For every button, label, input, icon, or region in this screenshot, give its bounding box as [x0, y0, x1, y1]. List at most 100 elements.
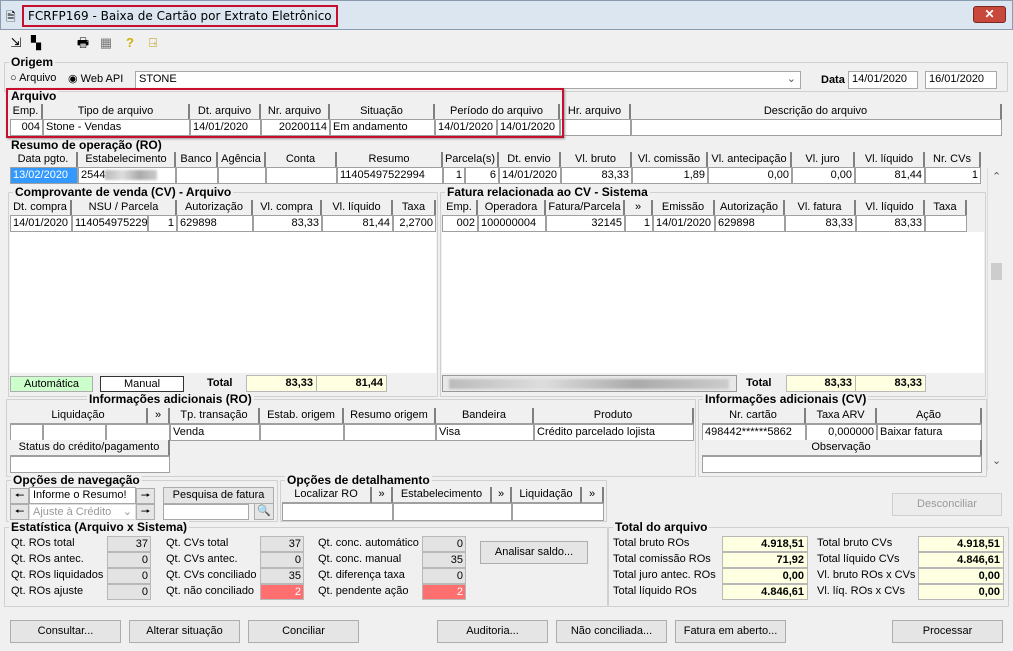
- resumo-next-button[interactable]: 🠖: [136, 488, 155, 504]
- ro-header[interactable]: Nr. CVs: [925, 152, 981, 168]
- detalhamento-field[interactable]: [512, 503, 604, 521]
- fatura-header[interactable]: Fatura/Parcela: [546, 200, 625, 216]
- cv-list-area[interactable]: [10, 232, 436, 373]
- fatura-header[interactable]: Operadora: [478, 200, 546, 216]
- search-icon[interactable]: 🔍: [254, 503, 274, 520]
- ro-cell[interactable]: 0,00: [792, 167, 855, 184]
- fatura-header[interactable]: Autorização: [715, 200, 785, 216]
- cv-cell[interactable]: 1: [148, 215, 177, 232]
- manual-button[interactable]: Manual: [100, 376, 184, 392]
- radio-webapi[interactable]: ◉ Web API: [68, 73, 124, 85]
- print-icon[interactable]: 🖶: [76, 35, 90, 50]
- source-combo[interactable]: STONE ⌄: [135, 71, 801, 89]
- expand-icon[interactable]: ⇲: [10, 35, 22, 50]
- info-ro-cell[interactable]: [260, 424, 344, 441]
- arquivo-cell[interactable]: 14/01/2020: [190, 119, 261, 136]
- info-ro-header[interactable]: Liquidação: [10, 408, 148, 424]
- detalhamento-field[interactable]: [393, 503, 512, 521]
- info-cv-cell[interactable]: 0,000000: [806, 424, 877, 441]
- cv-header[interactable]: Dt. compra: [10, 200, 72, 216]
- pesquisa-fatura-button[interactable]: Pesquisa de fatura: [163, 487, 274, 504]
- nao-conciliada-button[interactable]: Não conciliada...: [556, 620, 667, 643]
- arquivo-header[interactable]: Situação: [330, 104, 435, 120]
- detalhamento-button[interactable]: Estabelecimento: [393, 487, 492, 503]
- info-ro-header[interactable]: Bandeira: [436, 408, 534, 424]
- cv-header[interactable]: Vl. compra: [253, 200, 322, 216]
- cv-cell[interactable]: 83,33: [253, 215, 322, 232]
- auditoria-button[interactable]: Auditoria...: [437, 620, 548, 643]
- desconciliar-button[interactable]: Desconciliar: [892, 493, 1002, 516]
- ro-cell[interactable]: 2544: [78, 167, 176, 184]
- arquivo-header[interactable]: Dt. arquivo: [190, 104, 261, 120]
- cv-header[interactable]: Autorização: [177, 200, 253, 216]
- vertical-scrollbar[interactable]: ⌃ ⌄: [987, 168, 1004, 471]
- arquivo-header[interactable]: Nr. arquivo: [261, 104, 330, 120]
- status-credito-field[interactable]: [10, 456, 170, 473]
- analisar-saldo-button[interactable]: Analisar saldo...: [480, 541, 588, 564]
- info-cv-header[interactable]: Taxa ARV: [806, 408, 877, 424]
- arquivo-cell[interactable]: Em andamento: [330, 119, 435, 136]
- processar-button[interactable]: Processar: [892, 620, 1003, 643]
- detalhamento-button[interactable]: »: [492, 487, 512, 503]
- fatura-cell[interactable]: 100000004: [478, 215, 546, 232]
- ro-cell[interactable]: [176, 167, 218, 184]
- fatura-cell[interactable]: [925, 215, 967, 232]
- scroll-up-icon[interactable]: ⌃: [992, 171, 1002, 183]
- info-ro-header[interactable]: Tp. transação: [170, 408, 260, 424]
- ajuste-next-button[interactable]: 🠖: [136, 504, 155, 520]
- info-ro-cell[interactable]: [43, 424, 106, 441]
- restore-icon[interactable]: ▚: [31, 35, 41, 50]
- ro-header[interactable]: Estabelecimento: [78, 152, 176, 168]
- info-ro-cell[interactable]: Crédito parcelado lojista: [534, 424, 694, 441]
- info-ro-cell[interactable]: [10, 424, 43, 441]
- conciliar-button[interactable]: Conciliar: [248, 620, 359, 643]
- fatura-header[interactable]: Emissão: [653, 200, 715, 216]
- info-ro-cell[interactable]: [106, 424, 170, 441]
- ro-cell[interactable]: 13/02/2020: [10, 167, 78, 184]
- fatura-header[interactable]: Vl. líquido: [856, 200, 925, 216]
- arquivo-cell[interactable]: 004: [10, 119, 43, 136]
- ro-cell[interactable]: 11405497522994: [337, 167, 443, 184]
- detalhamento-button[interactable]: »: [582, 487, 604, 503]
- observacao-field[interactable]: [702, 456, 982, 473]
- detalhamento-button[interactable]: Liquidação: [512, 487, 582, 503]
- automatica-button[interactable]: Automática: [10, 376, 93, 392]
- cv-header[interactable]: Taxa: [393, 200, 436, 216]
- fatura-cell[interactable]: 32145: [546, 215, 625, 232]
- ro-header[interactable]: Vl. antecipação: [708, 152, 792, 168]
- fatura-em-aberto-button[interactable]: Fatura em aberto...: [675, 620, 786, 643]
- fatura-header[interactable]: Vl. fatura: [785, 200, 856, 216]
- arquivo-header[interactable]: Período do arquivo: [435, 104, 560, 120]
- scroll-thumb[interactable]: [991, 263, 1002, 280]
- arquivo-cell[interactable]: 20200114: [261, 119, 330, 136]
- exit-door-icon[interactable]: ⍈: [149, 35, 157, 50]
- cv-header[interactable]: NSU / Parcela: [72, 200, 177, 216]
- ro-cell[interactable]: 1: [925, 167, 981, 184]
- ro-header[interactable]: Conta: [266, 152, 337, 168]
- ajuste-select[interactable]: Ajuste à Crédito ⌄: [29, 504, 136, 520]
- arquivo-header[interactable]: Tipo de arquivo: [43, 104, 190, 120]
- resumo-input[interactable]: Informe o Resumo!: [29, 487, 136, 504]
- info-cv-cell[interactable]: Baixar fatura: [877, 424, 982, 441]
- alterar-situacao-button[interactable]: Alterar situação: [129, 620, 240, 643]
- ro-header[interactable]: Agência: [218, 152, 266, 168]
- detalhamento-button[interactable]: »: [372, 487, 393, 503]
- close-button[interactable]: ✕: [973, 6, 1006, 23]
- resumo-prev-button[interactable]: 🠔: [10, 488, 29, 504]
- cv-header[interactable]: Vl. líquido: [322, 200, 393, 216]
- arquivo-header[interactable]: Hr. arquivo: [560, 104, 631, 120]
- info-cv-header[interactable]: Nr. cartão: [702, 408, 806, 424]
- ro-cell[interactable]: 14/01/2020: [499, 167, 561, 184]
- scroll-down-icon[interactable]: ⌄: [992, 455, 1002, 467]
- ro-cell[interactable]: 1,89: [632, 167, 708, 184]
- info-ro-header[interactable]: Produto: [534, 408, 694, 424]
- cv-cell[interactable]: 2,2700: [393, 215, 436, 232]
- arquivo-cell[interactable]: 14/01/2020: [435, 119, 497, 136]
- ro-cell[interactable]: 81,44: [855, 167, 925, 184]
- info-ro-header[interactable]: »: [148, 408, 170, 424]
- date-from-input[interactable]: 14/01/2020: [848, 71, 918, 89]
- info-ro-cell[interactable]: [344, 424, 436, 441]
- cv-cell[interactable]: 629898: [177, 215, 253, 232]
- fatura-header[interactable]: Taxa: [925, 200, 967, 216]
- fatura-cell[interactable]: 83,33: [785, 215, 856, 232]
